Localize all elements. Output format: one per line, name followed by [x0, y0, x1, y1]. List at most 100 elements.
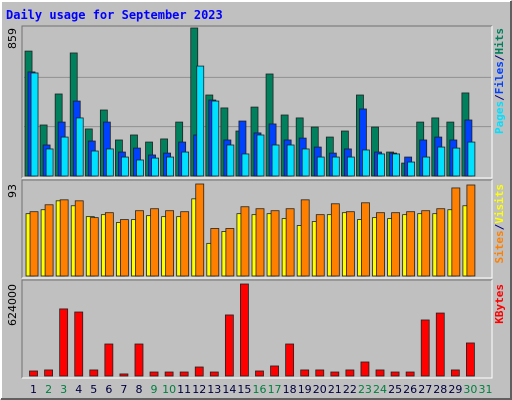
x-tick-label: 5: [90, 383, 97, 396]
bar: [375, 369, 385, 377]
legend-separator: /: [493, 54, 506, 61]
bar: [435, 312, 445, 377]
bar: [75, 117, 84, 177]
bar: [166, 156, 175, 177]
legend-entry: Hits: [493, 28, 506, 55]
bar: [255, 208, 265, 277]
bar: [451, 187, 461, 277]
panel-light-edge: [22, 180, 493, 279]
bar: [226, 144, 235, 177]
bar: [316, 156, 325, 177]
bar: [467, 141, 476, 177]
bar: [301, 148, 310, 177]
panel-dark-edge: [21, 179, 492, 278]
chart-title: Daily usage for September 2023: [6, 8, 223, 22]
x-tick-label: 3: [60, 383, 67, 396]
bar: [29, 370, 38, 377]
bar: [315, 369, 325, 377]
legend-entry: KBytes: [493, 284, 506, 324]
y-tick-label: 859: [6, 28, 19, 49]
legend-entry: Pages: [493, 101, 506, 134]
bar: [450, 369, 460, 377]
x-tick-label: 20: [313, 383, 327, 396]
bar: [104, 343, 114, 377]
bar: [270, 210, 280, 277]
bar: [105, 148, 114, 177]
bar: [315, 214, 325, 277]
bar: [360, 361, 370, 377]
x-tick-label: 9: [151, 383, 158, 396]
bar: [241, 153, 250, 177]
x-tick-label: 27: [418, 383, 432, 396]
x-tick-label: 4: [75, 383, 82, 396]
bar: [436, 208, 446, 277]
x-tick-label: 17: [268, 383, 282, 396]
x-tick-label: 14: [222, 383, 236, 396]
x-tick-label: 18: [283, 383, 297, 396]
x-tick-label: 6: [105, 383, 112, 396]
bar: [330, 203, 340, 277]
x-tick-label: 23: [358, 383, 372, 396]
panel-dark-edge: [21, 279, 492, 378]
x-tick-label: 22: [343, 383, 357, 396]
bar: [225, 228, 235, 277]
bar: [135, 210, 144, 277]
x-tick-label: 2: [45, 383, 52, 396]
x-tick-label: 26: [403, 383, 417, 396]
bar: [240, 283, 249, 377]
bar: [271, 144, 280, 177]
bar: [270, 365, 279, 377]
bar: [164, 371, 174, 377]
bar: [89, 369, 99, 377]
x-tick-label: 19: [298, 383, 312, 396]
bar: [286, 144, 295, 177]
bar: [406, 211, 416, 277]
bar: [300, 199, 310, 277]
bar: [420, 319, 430, 377]
bar: [194, 366, 204, 377]
panel-dark-edge: [21, 25, 492, 178]
bar: [377, 153, 385, 177]
bar: [120, 219, 129, 277]
bar: [391, 212, 400, 277]
bar: [150, 208, 159, 277]
x-tick-label: 30: [463, 383, 477, 396]
y-tick-label: 624000: [6, 284, 19, 326]
bar: [195, 183, 205, 277]
y-tick-label: 93: [6, 184, 19, 198]
bar: [211, 100, 220, 177]
bar: [466, 184, 476, 277]
bar: [224, 314, 234, 377]
bar: [74, 200, 84, 277]
legend: Sites/Visits: [493, 184, 506, 264]
bar: [255, 370, 264, 377]
legend-entry: Files: [493, 61, 506, 94]
bar: [452, 147, 461, 177]
bar: [119, 373, 129, 377]
legend: Pages/Files/Hits: [493, 28, 506, 134]
bar: [151, 157, 159, 177]
x-tick-label: 16: [253, 383, 267, 396]
bar: [466, 342, 475, 377]
bar: [405, 371, 415, 377]
bar: [331, 156, 340, 177]
x-tick-label: 11: [177, 383, 191, 396]
x-tick-label: 29: [448, 383, 462, 396]
bar: [256, 134, 265, 177]
bar: [74, 311, 84, 377]
bar: [165, 210, 175, 277]
x-tick-label: 15: [237, 383, 251, 396]
bar: [392, 153, 400, 177]
x-tick-label: 13: [207, 383, 221, 396]
bar: [300, 369, 310, 377]
panel-light-edge: [22, 26, 493, 179]
bar: [346, 156, 355, 177]
bar: [210, 228, 220, 277]
bar: [59, 199, 69, 277]
bar: [362, 149, 370, 177]
bar: [390, 371, 400, 377]
bar: [29, 211, 39, 277]
bar: [240, 206, 250, 277]
